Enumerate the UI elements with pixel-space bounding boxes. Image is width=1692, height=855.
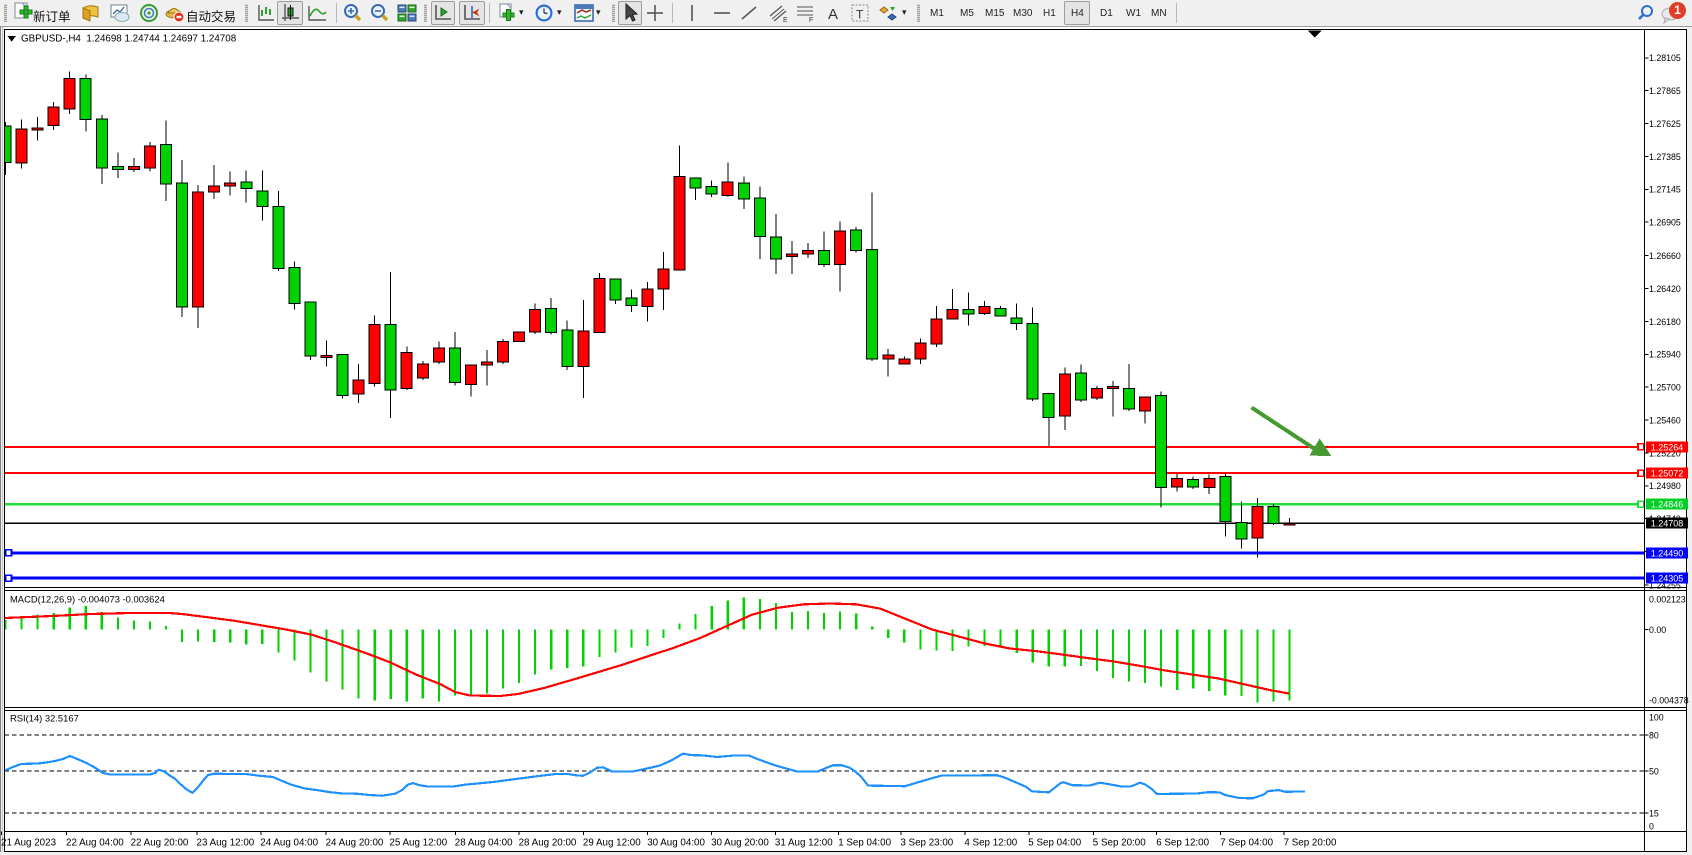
svg-text:1.26420: 1.26420 [1649, 284, 1681, 294]
svg-text:5 Sep 04:00: 5 Sep 04:00 [1028, 838, 1081, 849]
svg-text:GBPUSD-,H4 1.24698 1.24744 1.: GBPUSD-,H4 1.24698 1.24744 1.24697 1.247… [21, 34, 237, 45]
svg-text:7 Sep 20:00: 7 Sep 20:00 [1284, 838, 1337, 849]
svg-text:1.24490: 1.24490 [1651, 548, 1684, 558]
svg-text:F: F [809, 17, 813, 24]
svg-text:6 Sep 12:00: 6 Sep 12:00 [1156, 838, 1209, 849]
svg-text:1 Sep 04:00: 1 Sep 04:00 [838, 838, 891, 849]
svg-text:1.24708: 1.24708 [1651, 519, 1684, 529]
svg-text:100: 100 [1649, 713, 1664, 723]
svg-text:1.25072: 1.25072 [1651, 469, 1684, 479]
svg-text:28 Aug 04:00: 28 Aug 04:00 [455, 838, 513, 849]
svg-text:24 Aug 04:00: 24 Aug 04:00 [260, 838, 318, 849]
svg-text:1.25460: 1.25460 [1649, 416, 1681, 426]
svg-text:1.24255: 1.24255 [1649, 581, 1681, 591]
svg-text:80: 80 [1649, 730, 1659, 740]
svg-text:30 Aug 04:00: 30 Aug 04:00 [647, 838, 705, 849]
svg-text:1.28105: 1.28105 [1649, 53, 1681, 63]
svg-text:1.26660: 1.26660 [1649, 251, 1681, 261]
svg-text:5 Sep 20:00: 5 Sep 20:00 [1093, 838, 1146, 849]
svg-text:1.25700: 1.25700 [1649, 383, 1681, 393]
svg-text:-0.004378: -0.004378 [1649, 696, 1689, 706]
svg-text:1.24846: 1.24846 [1651, 500, 1684, 510]
svg-text:1.25264: 1.25264 [1651, 442, 1684, 452]
svg-text:1.25940: 1.25940 [1649, 350, 1681, 360]
svg-text:1.24980: 1.24980 [1649, 481, 1681, 491]
svg-text:3 Sep 23:00: 3 Sep 23:00 [900, 838, 953, 849]
svg-text:1.27625: 1.27625 [1649, 119, 1681, 129]
svg-text:E: E [783, 17, 788, 24]
svg-text:22 Aug 20:00: 22 Aug 20:00 [131, 838, 189, 849]
svg-text:1.27145: 1.27145 [1649, 185, 1681, 195]
svg-text:0: 0 [1649, 822, 1654, 832]
svg-text:22 Aug 04:00: 22 Aug 04:00 [66, 838, 124, 849]
svg-text:RSI(14) 32.5167: RSI(14) 32.5167 [10, 713, 79, 724]
svg-text:1.25220: 1.25220 [1649, 448, 1681, 458]
svg-text:1.26905: 1.26905 [1649, 218, 1681, 228]
svg-text:0.002123: 0.002123 [1649, 595, 1686, 605]
svg-text:A: A [828, 6, 838, 23]
svg-text:29 Aug 12:00: 29 Aug 12:00 [583, 838, 641, 849]
svg-text:50: 50 [1649, 766, 1659, 776]
svg-text:30 Aug 20:00: 30 Aug 20:00 [711, 838, 769, 849]
svg-text:21 Aug 2023: 21 Aug 2023 [1, 838, 57, 849]
svg-text:0.00: 0.00 [1649, 625, 1666, 635]
svg-text:4 Sep 12:00: 4 Sep 12:00 [964, 838, 1017, 849]
svg-text:1.27865: 1.27865 [1649, 86, 1681, 96]
svg-text:25 Aug 12:00: 25 Aug 12:00 [389, 838, 447, 849]
svg-text:24 Aug 20:00: 24 Aug 20:00 [326, 838, 384, 849]
svg-text:T: T [856, 8, 864, 22]
svg-text:1.26180: 1.26180 [1649, 317, 1681, 327]
svg-text:1.24305: 1.24305 [1651, 574, 1684, 584]
svg-text:1.27385: 1.27385 [1649, 152, 1681, 162]
svg-text:15: 15 [1649, 808, 1659, 818]
svg-text:7 Sep 04:00: 7 Sep 04:00 [1220, 838, 1273, 849]
svg-text:28 Aug 20:00: 28 Aug 20:00 [519, 838, 577, 849]
svg-text:MACD(12,26,9) -0.004073 -0.003: MACD(12,26,9) -0.004073 -0.003624 [10, 594, 165, 605]
svg-text:31 Aug 12:00: 31 Aug 12:00 [775, 838, 833, 849]
svg-text:23 Aug 12:00: 23 Aug 12:00 [197, 838, 255, 849]
